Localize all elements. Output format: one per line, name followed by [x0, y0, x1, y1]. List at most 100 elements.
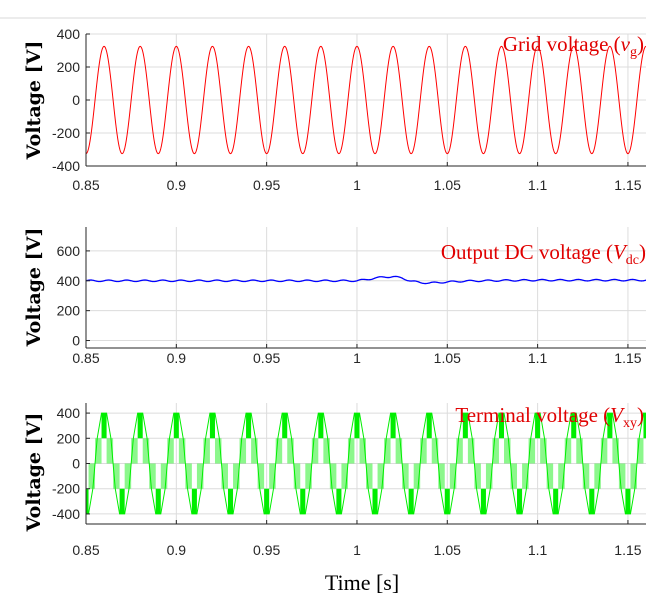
pwm-switching-band: [251, 438, 258, 464]
pwm-switching-band: [233, 463, 240, 489]
pwm-switching-band: [377, 463, 385, 489]
pwm-switching-band: [155, 488, 161, 514]
pwm-switching-band: [600, 438, 608, 464]
pwm-switching-band: [239, 438, 247, 464]
y-tick-label: 200: [57, 430, 81, 446]
pwm-switching-band: [227, 488, 234, 514]
pwm-switching-band: [347, 438, 355, 464]
pwm-switching-band: [553, 488, 559, 514]
pwm-switching-band: [612, 438, 619, 464]
pwm-switching-band: [564, 438, 572, 464]
terminal-voltage-line: [166, 412, 204, 515]
axes-frame: [85, 227, 646, 349]
pwm-switching-band: [178, 438, 186, 464]
terminal-voltage-line: [94, 412, 132, 515]
terminal-voltage-line: [383, 412, 421, 515]
x-tick-label: 0.85: [72, 350, 99, 366]
dc-voltage-trace: [86, 275, 646, 285]
terminal-voltage-annotation: Terminal voltage (Vxy): [455, 403, 644, 431]
pwm-switching-band: [571, 413, 577, 439]
pwm-switching-band: [106, 438, 114, 464]
pwm-switching-band: [485, 463, 493, 489]
y-tick-labels: 400 200 0 -200 -400: [52, 26, 80, 174]
pwm-switching-band: [275, 438, 283, 464]
pwm-switching-band: [196, 463, 204, 489]
terminal-voltage-line: [347, 412, 385, 515]
dc-voltage-line: [86, 275, 646, 285]
x-tick-label: 1.1: [528, 542, 548, 558]
x-tick-label: 1.05: [434, 350, 461, 366]
pwm-switching-band: [480, 488, 486, 514]
y-axis-label: Voltage [V]: [23, 228, 45, 348]
x-tick-label: 1: [353, 177, 361, 193]
x-axis-label: Time [s]: [325, 570, 399, 595]
pwm-switching-band: [625, 488, 631, 514]
terminal-voltage-line: [600, 412, 638, 515]
x-tick-label: 1.05: [434, 177, 461, 193]
pwm-switching-band: [119, 488, 125, 514]
pwm-switching-band: [431, 438, 439, 464]
x-tick-labels: 0.85 0.9 0.95 1 1.05 1.1 1.15: [72, 542, 641, 558]
y-tick-label: 400: [57, 26, 81, 42]
pwm-switching-band: [305, 463, 312, 489]
pwm-switching-band: [630, 463, 637, 489]
x-tick-label: 0.9: [167, 350, 187, 366]
pwm-switching-band: [607, 413, 613, 439]
pwm-switching-band: [95, 438, 102, 464]
pwm-switching-band: [113, 463, 120, 489]
pwm-switching-band: [438, 463, 445, 489]
terminal-voltage-line: [239, 412, 277, 515]
pwm-switching-band: [540, 438, 547, 464]
pwm-switching-band: [160, 463, 168, 489]
y-tick-labels: 600 400 200 0: [57, 243, 81, 349]
pwm-switching-band: [498, 413, 505, 439]
pwm-switching-band: [149, 463, 156, 489]
x-tick-labels: 0.85 0.9 0.95 1 1.05 1.1 1.15: [72, 350, 641, 366]
x-tick-label: 0.95: [253, 177, 280, 193]
pwm-switching-band: [257, 463, 265, 489]
pwm-switching-band: [282, 413, 288, 439]
pwm-switching-band: [643, 413, 646, 439]
pwm-switching-band: [142, 438, 150, 464]
terminal-voltage-line: [275, 412, 313, 515]
pwm-switching-band: [504, 438, 511, 464]
pwm-switching-band: [582, 463, 590, 489]
pwm-switching-band: [185, 463, 192, 489]
pwm-switching-band: [287, 438, 294, 464]
pwm-switching-band: [618, 463, 626, 489]
grid-voltage-annotation: Grid voltage (vg): [503, 32, 644, 60]
y-tick-label: 0: [72, 333, 80, 349]
pwm-switching-band: [408, 488, 414, 514]
pwm-switching-band: [426, 413, 432, 439]
pwm-switching-band: [413, 463, 421, 489]
x-tick-labels: 0.85 0.9 0.95 1 1.05 1.1 1.15: [72, 177, 641, 193]
pwm-switching-band: [636, 438, 644, 464]
x-tick-label: 1.15: [614, 542, 641, 558]
y-tick-label: 0: [72, 456, 80, 472]
y-tick-label: -400: [52, 506, 80, 522]
terminal-voltage-line: [419, 412, 457, 515]
y-tick-label: 600: [57, 243, 81, 259]
pwm-switching-band: [594, 463, 601, 489]
x-tick-label: 0.95: [253, 542, 280, 558]
pwm-switching-band: [444, 488, 450, 514]
pwm-switching-band: [221, 463, 228, 489]
pwm-switching-band: [269, 463, 276, 489]
y-tick-label: -200: [52, 125, 80, 141]
x-tick-label: 0.85: [72, 542, 99, 558]
pwm-switching-band: [101, 413, 107, 439]
pwm-switching-band: [366, 463, 373, 489]
axes-frame: [85, 403, 646, 525]
terminal-voltage-line: [491, 412, 530, 515]
terminal-voltage-trace: [86, 412, 646, 515]
pwm-switching-band: [467, 438, 475, 464]
y-tick-label: -400: [52, 158, 80, 174]
x-tick-label: 0.9: [167, 542, 187, 558]
y-axis-label: Voltage [V]: [23, 413, 45, 533]
pwm-switching-band: [311, 438, 319, 464]
pwm-switching-band: [384, 438, 391, 464]
pwm-switching-band: [359, 438, 366, 464]
terminal-voltage-line: [636, 412, 646, 464]
